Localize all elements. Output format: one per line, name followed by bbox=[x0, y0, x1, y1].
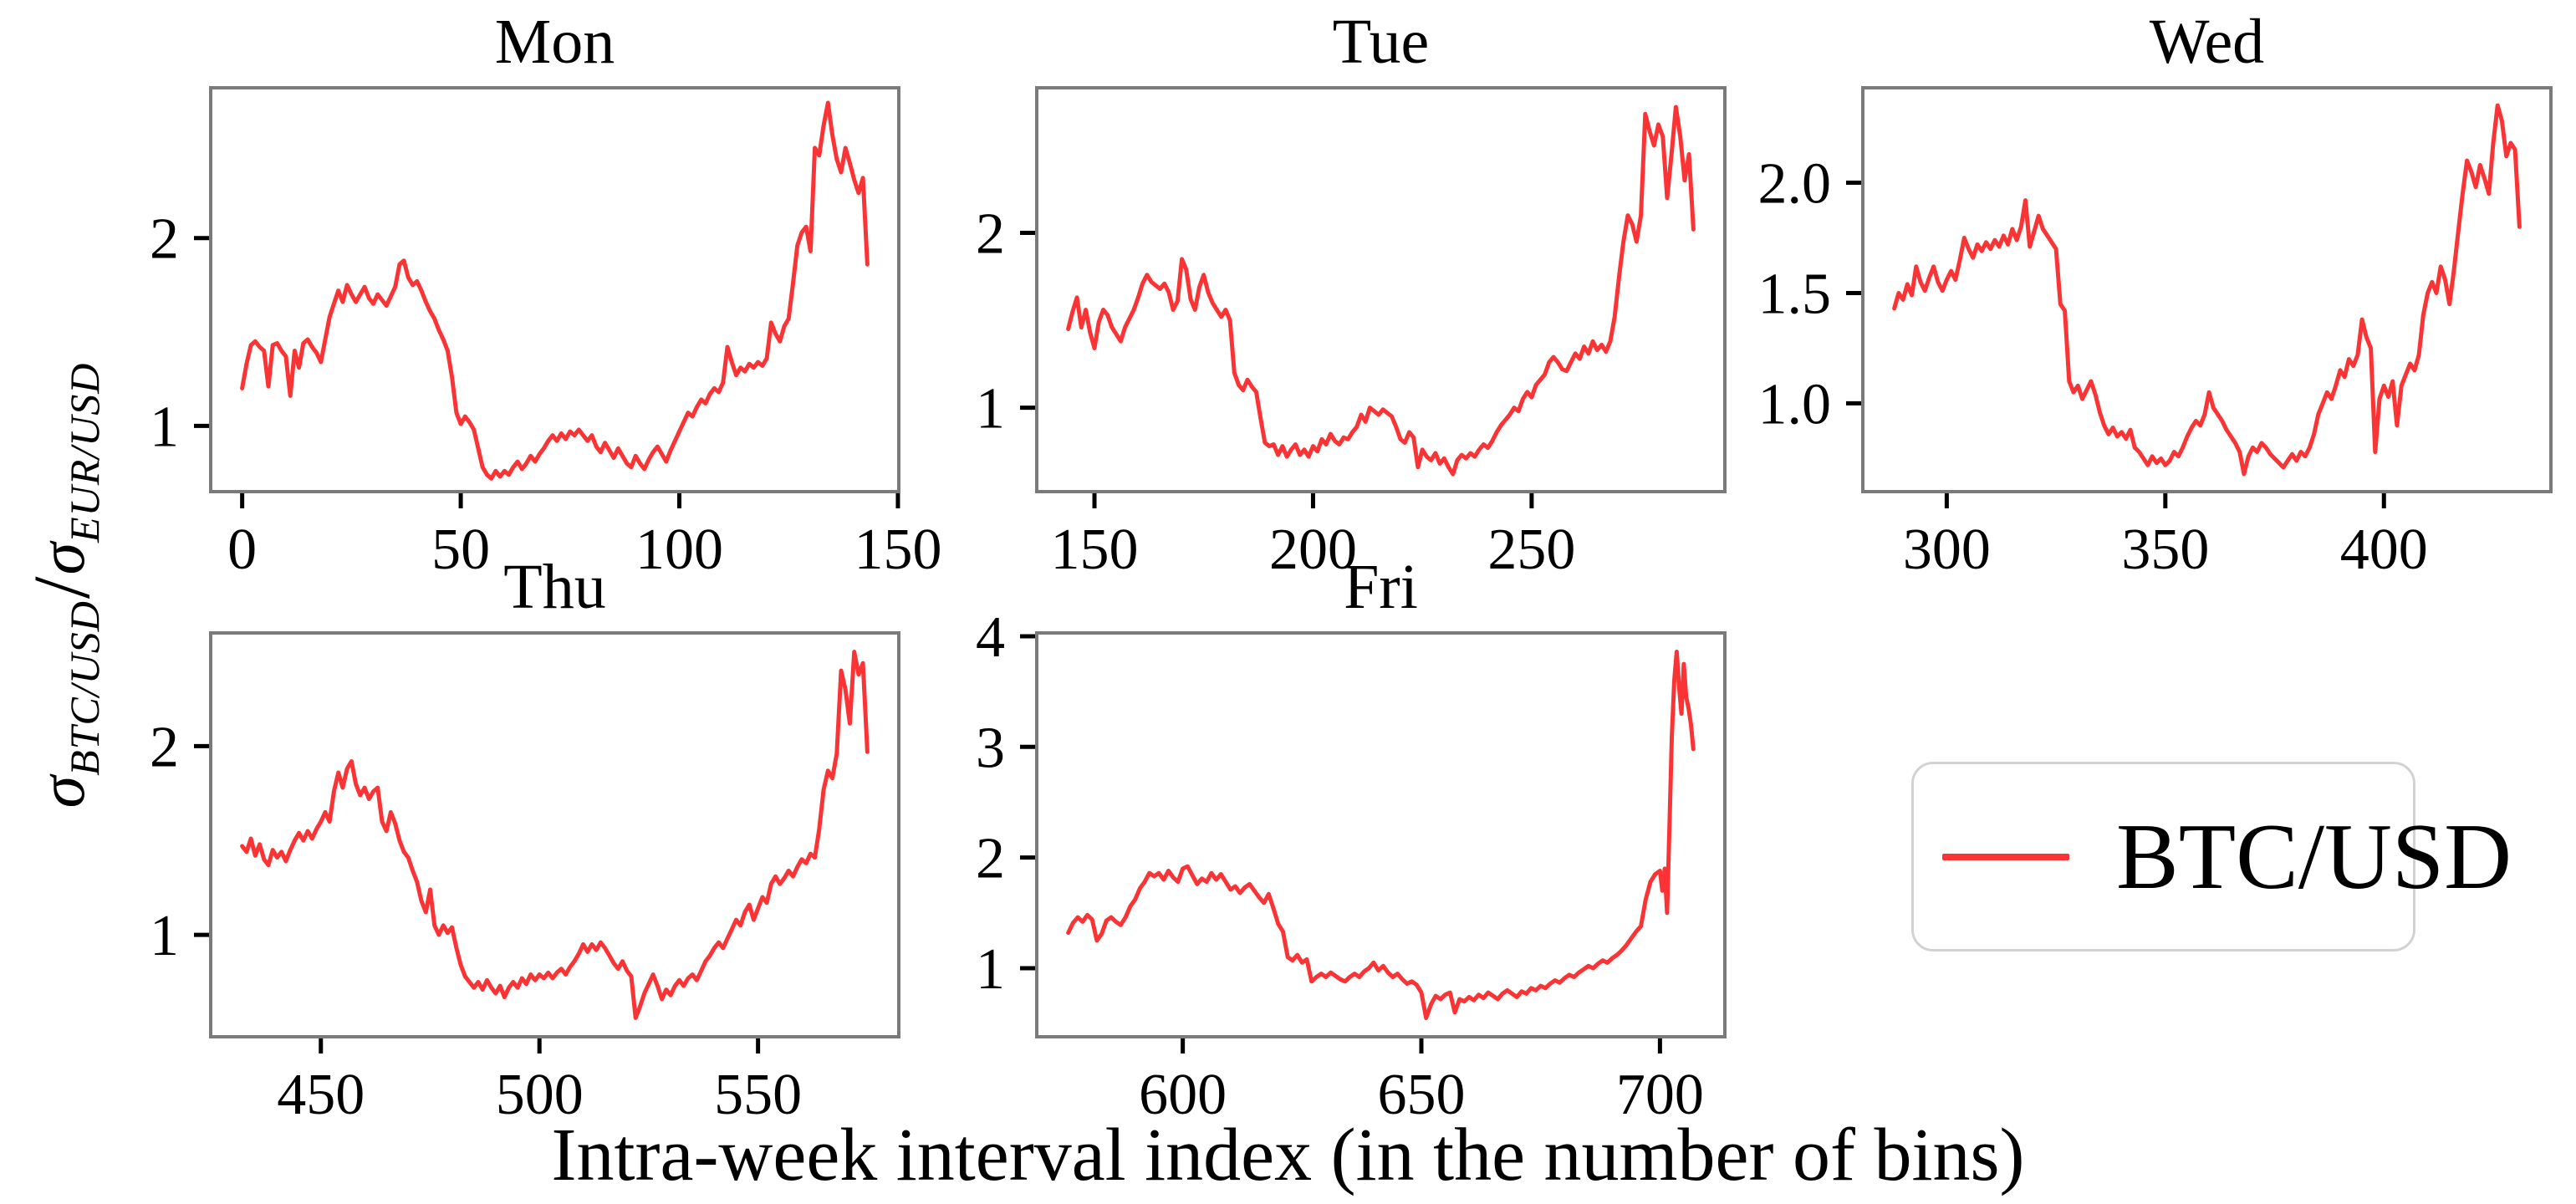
line-plot-thu: 450 500 550 1 2 bbox=[150, 631, 900, 1127]
x-tick-label: 200 bbox=[1269, 518, 1357, 582]
btc-usd-ratio-line bbox=[240, 650, 870, 1020]
sigma-symbol: σ bbox=[25, 775, 98, 809]
btc-usd-ratio-line bbox=[1066, 105, 1696, 477]
x-tick-label: 50 bbox=[431, 518, 490, 582]
y-tick-label: 2 bbox=[150, 715, 179, 779]
x-tick-label: 500 bbox=[496, 1063, 584, 1127]
y-tick-label: 2 bbox=[976, 202, 1005, 267]
x-tick-label: 300 bbox=[1903, 518, 1991, 582]
subplot-wed: Wed 300 350 400 1.0 1.5 2.0 bbox=[1758, 7, 2553, 582]
axes-frame bbox=[1861, 86, 2553, 493]
x-tick-label: 100 bbox=[635, 518, 723, 582]
btc-usd-ratio-line bbox=[1892, 103, 2522, 477]
legend-box: BTC/USD bbox=[1911, 762, 2512, 951]
y-axis-label: σBTC/USD/σEUR/USD bbox=[15, 363, 109, 809]
x-tick-label: 0 bbox=[227, 518, 257, 582]
x-tick-label: 400 bbox=[2340, 518, 2428, 582]
y-tick-label: 1.0 bbox=[1758, 372, 1832, 436]
subplot-title-mon: Mon bbox=[494, 7, 615, 77]
x-tick-label: 350 bbox=[2121, 518, 2209, 582]
x-tick-label: 550 bbox=[714, 1063, 802, 1127]
subplot-title-tue: Tue bbox=[1332, 7, 1430, 77]
legend-label: BTC/USD bbox=[2116, 804, 2512, 909]
x-tick-label: 450 bbox=[277, 1063, 365, 1127]
btc-usd-ratio-line bbox=[240, 100, 870, 481]
y-tick-label: 2.0 bbox=[1758, 151, 1832, 216]
axes-frame bbox=[1035, 86, 1727, 493]
axes-frame bbox=[209, 86, 900, 493]
x-tick-label: 650 bbox=[1378, 1063, 1466, 1127]
y-axis-denominator-subscript: EUR/USD bbox=[61, 362, 108, 543]
y-tick-label: 1 bbox=[976, 377, 1005, 441]
y-tick-label: 1 bbox=[976, 937, 1005, 1002]
y-tick-label: 2 bbox=[150, 207, 179, 272]
line-plot-fri: 600 650 700 1 2 3 4 bbox=[976, 605, 1727, 1127]
line-plot-mon: 0 50 100 150 1 2 bbox=[150, 86, 941, 582]
line-plot-tue: 150 200 250 1 2 bbox=[976, 86, 1727, 582]
x-tick-label: 700 bbox=[1616, 1063, 1704, 1127]
x-axis-label: Intra-week interval index (in the number… bbox=[551, 1114, 2025, 1196]
subplot-fri: Fri 600 650 700 1 2 3 4 bbox=[976, 552, 1727, 1127]
sigma-symbol: σ bbox=[25, 542, 98, 575]
y-tick-label: 1.5 bbox=[1758, 262, 1832, 326]
y-tick-label: 4 bbox=[976, 605, 1005, 670]
subplot-title-fri: Fri bbox=[1344, 552, 1418, 622]
x-tick-label: 600 bbox=[1139, 1063, 1227, 1127]
y-axis-numerator-subscript: BTC/USD bbox=[61, 600, 108, 776]
axes-frame bbox=[209, 631, 900, 1038]
subplot-tue: Tue 150 200 250 1 2 bbox=[976, 7, 1727, 582]
y-tick-label: 1 bbox=[150, 395, 179, 459]
btc-usd-ratio-line bbox=[1066, 650, 1696, 1020]
y-tick-label: 2 bbox=[976, 827, 1005, 891]
legend-line-sample bbox=[1942, 853, 2069, 860]
subplot-title-wed: Wed bbox=[2149, 7, 2265, 77]
subplot-thu: Thu 450 500 550 1 2 bbox=[150, 552, 900, 1127]
axes-frame bbox=[1035, 631, 1727, 1038]
x-tick-label: 250 bbox=[1487, 518, 1575, 582]
x-tick-label: 150 bbox=[854, 518, 941, 582]
subplot-title-thu: Thu bbox=[503, 552, 606, 622]
subplot-mon: Mon 0 50 100 150 1 2 bbox=[150, 7, 941, 582]
y-tick-label: 1 bbox=[150, 904, 179, 968]
x-tick-label: 150 bbox=[1051, 518, 1139, 582]
line-plot-wed: 300 350 400 1.0 1.5 2.0 bbox=[1758, 86, 2553, 582]
fraction-slash: / bbox=[17, 576, 106, 599]
y-tick-label: 3 bbox=[976, 716, 1005, 780]
